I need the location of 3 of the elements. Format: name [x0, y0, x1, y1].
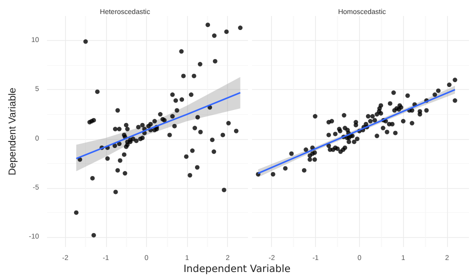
y-axis-title: Dependent Variable [8, 87, 18, 176]
x-axis-title: Independent Variable [182, 264, 292, 275]
line-series [76, 92, 242, 160]
